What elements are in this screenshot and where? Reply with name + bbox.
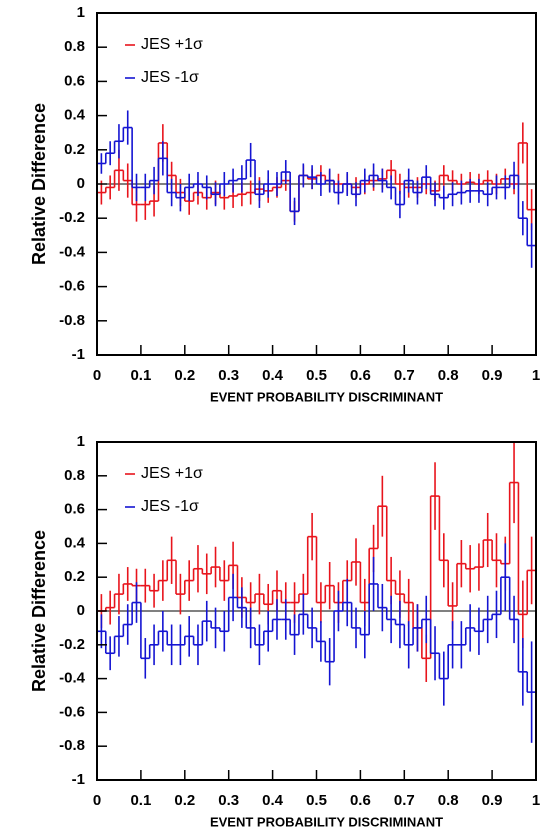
y-tick-label: -0.8 [59, 312, 85, 329]
y-tick-label: 1 [77, 433, 85, 450]
x-tick-label: 0.5 [306, 792, 327, 809]
panel: JES +1σ JES -1σ 1 0.8 0.6 0.4 0.2 0 -0.2 -0.4 -0.6… [29, 433, 540, 829]
x-tick-label: 0 [93, 792, 101, 809]
legend-label: JES -1σ [141, 69, 199, 86]
legend-label: JES +1σ [141, 36, 203, 53]
x-tick-label: 0.4 [262, 367, 284, 384]
y-tick-label: -1 [72, 346, 85, 363]
x-tick-label: 0.9 [482, 367, 503, 384]
x-tick-label: 0.2 [174, 792, 195, 809]
series [97, 110, 536, 268]
x-tick-label: 0.8 [438, 792, 459, 809]
y-tick-label: 0 [77, 175, 85, 192]
x-tick-label: 0.6 [350, 792, 371, 809]
series [97, 543, 536, 743]
y-tick-label: 0.2 [64, 141, 85, 158]
y-tick-label: 1 [77, 4, 85, 21]
y-tick-label: 0.8 [64, 38, 85, 55]
y-tick-label: -0.4 [59, 670, 86, 687]
x-tick-label: 0.3 [218, 792, 239, 809]
y-axis-title: Relative Difference [29, 530, 49, 692]
y-tick-label: 0.8 [64, 467, 85, 484]
x-tick-label: 0.3 [218, 367, 239, 384]
x-tick-label: 0.4 [262, 792, 284, 809]
y-tick-label: -0.4 [59, 243, 86, 260]
y-tick-label: -0.6 [59, 703, 85, 720]
y-tick-label: 0.4 [64, 534, 86, 551]
y-tick-label: 0.6 [64, 72, 85, 89]
y-tick-label: 0.4 [64, 107, 86, 124]
y-tick-label: 0.6 [64, 501, 85, 518]
y-tick-label: 0 [77, 602, 85, 619]
x-tick-label: 0.7 [394, 367, 415, 384]
y-tick-label: -1 [72, 771, 85, 788]
x-tick-label: 0.9 [482, 792, 503, 809]
x-tick-label: 0.7 [394, 792, 415, 809]
y-tick-label: -0.6 [59, 278, 85, 295]
x-tick-label: 1 [532, 792, 540, 809]
x-axis-title: EVENT PROBABILITY DISCRIMINANT [210, 814, 443, 829]
x-tick-label: 0 [93, 367, 101, 384]
x-tick-label: 0.1 [130, 792, 151, 809]
y-tick-label: -0.8 [59, 737, 85, 754]
panel: JES +1σ JES -1σ 1 0.8 0.6 0.4 0.2 0 -0.2 -0.4 -0.6… [29, 4, 540, 404]
x-tick-label: 0.1 [130, 367, 151, 384]
legend-label: JES -1σ [141, 498, 199, 515]
y-tick-label: 0.2 [64, 568, 85, 585]
x-tick-label: 0.2 [174, 367, 195, 384]
x-tick-label: 0.6 [350, 367, 371, 384]
x-axis-title: EVENT PROBABILITY DISCRIMINANT [210, 389, 443, 404]
y-tick-label: -0.2 [59, 209, 85, 226]
x-tick-label: 0.5 [306, 367, 327, 384]
y-axis-title: Relative Difference [29, 103, 49, 265]
series [97, 122, 536, 231]
y-tick-label: -0.2 [59, 636, 85, 653]
x-tick-label: 0.8 [438, 367, 459, 384]
legend-label: JES +1σ [141, 465, 203, 482]
x-tick-label: 1 [532, 367, 540, 384]
